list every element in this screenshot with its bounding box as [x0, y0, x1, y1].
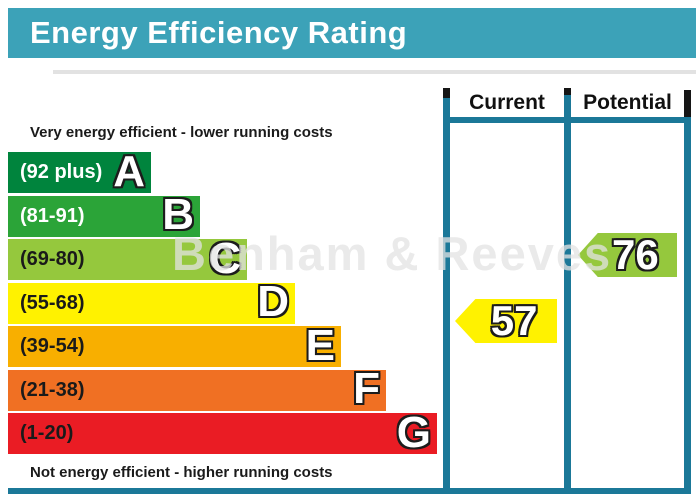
potential-value: 76: [612, 231, 659, 278]
band-C: (69-80) C: [8, 233, 247, 283]
band-range-label: (55-68): [20, 291, 85, 314]
band-range-label: (69-80): [20, 248, 85, 270]
current-value: 57: [490, 297, 538, 344]
band-range-label: (21-38): [20, 378, 85, 401]
grid-line-middle: [564, 88, 571, 494]
top-note: Very energy efficient - lower running co…: [30, 124, 333, 141]
grid-cap-middle: [564, 88, 571, 95]
grid-cap-left: [443, 88, 450, 98]
grid-line-left: [443, 88, 450, 494]
band-F: (21-38) F: [8, 364, 386, 414]
separator-line: [53, 70, 696, 74]
header-underline: [443, 117, 691, 123]
potential-column-header: Potential: [583, 91, 672, 114]
band-letter: A: [113, 146, 145, 196]
band-letter: B: [162, 190, 194, 240]
band-B: (81-91) B: [8, 190, 200, 240]
current-arrow: 57: [455, 299, 557, 343]
current-column-header: Current: [469, 91, 545, 114]
band-G: (1-20) G: [8, 407, 437, 457]
band-letter: F: [353, 364, 380, 414]
band-range-label: (92 plus): [20, 161, 103, 183]
band-letter: E: [305, 320, 335, 370]
title-bar: Energy Efficiency Rating: [8, 8, 696, 58]
band-range-label: (39-54): [20, 335, 85, 357]
grid-line-right: [684, 117, 691, 494]
band-E: (39-54) E: [8, 320, 341, 370]
grid-cap-right: [684, 90, 691, 117]
band-letter: D: [257, 277, 289, 327]
band-range-label: (81-91): [20, 204, 85, 227]
potential-arrow: 76: [578, 233, 677, 277]
band-letter: G: [396, 407, 431, 457]
band-A: (92 plus) A: [8, 146, 151, 196]
bottom-border: [8, 488, 691, 494]
bottom-note: Not energy efficient - higher running co…: [30, 464, 333, 481]
band-letter: C: [209, 233, 241, 283]
band-D: (55-68) D: [8, 277, 295, 327]
page-title: Energy Efficiency Rating: [30, 15, 408, 50]
band-range-label: (1-20): [20, 422, 74, 444]
